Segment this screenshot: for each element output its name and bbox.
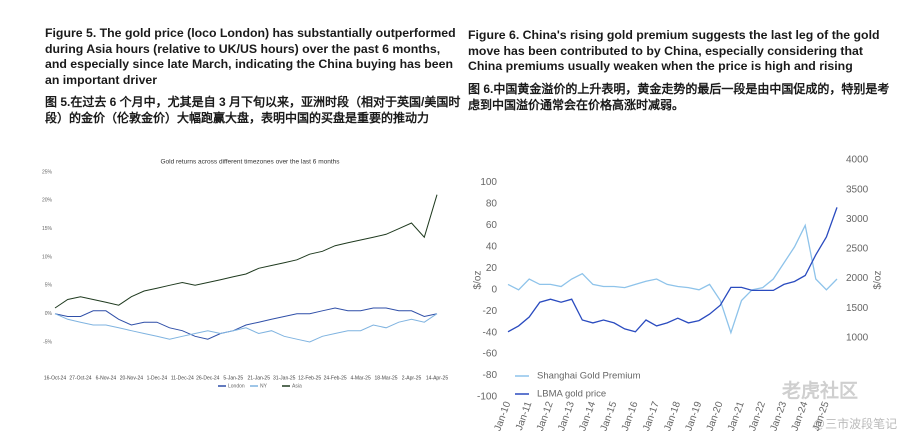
series-line <box>507 223 838 335</box>
x-tick-label: 31-Jan-25 <box>273 375 296 381</box>
y2-axis-label: $/oz <box>873 271 884 290</box>
y-tick-label: 25% <box>42 169 53 175</box>
x-tick-label: 21-Jan-25 <box>247 375 270 381</box>
x-tick-label: Jan-20 <box>705 400 726 433</box>
x-tick-label: Jan-15 <box>599 400 620 433</box>
y2-tick-label: 2000 <box>846 273 869 284</box>
series-line <box>54 194 438 309</box>
y2-tick-label: 1000 <box>846 332 869 343</box>
legend-label: NY <box>260 383 268 389</box>
x-tick-label: 11-Dec-24 <box>171 375 194 381</box>
y-tick-label: 0 <box>491 284 497 295</box>
x-tick-label: 14-Apr-25 <box>426 375 448 381</box>
chart-title: Gold returns across different timezones … <box>160 159 340 166</box>
x-tick-label: Jan-22 <box>747 400 768 433</box>
y-tick-label: 20 <box>486 263 498 274</box>
x-tick-label: Jan-14 <box>577 400 598 433</box>
series-line <box>54 307 438 340</box>
y-tick-label: -20 <box>483 306 498 317</box>
x-tick-label: Jan-10 <box>493 400 514 433</box>
x-tick-label: Jan-18 <box>662 400 683 433</box>
legend-label: Asia <box>292 383 302 389</box>
x-tick-label: 5-Jan-25 <box>223 375 243 381</box>
y-tick-label: 100 <box>480 177 497 188</box>
y-tick-label: 5% <box>45 283 53 289</box>
y-axis-label: $/oz <box>473 271 484 290</box>
x-tick-label: Jan-13 <box>556 400 577 433</box>
y-tick-label: -100 <box>477 392 497 403</box>
y-tick-label: 20% <box>42 198 53 204</box>
y-tick-label: 80 <box>486 199 498 210</box>
y2-tick-label: 4000 <box>846 155 869 166</box>
y-tick-label: 15% <box>42 226 53 232</box>
x-tick-label: 2-Apr-25 <box>402 375 422 381</box>
x-tick-label: 18-Mar-25 <box>375 375 398 381</box>
watermark: 老虎社区 <box>782 379 858 402</box>
x-tick-label: Jan-12 <box>535 400 556 433</box>
x-tick-label: Jan-16 <box>620 400 641 433</box>
x-tick-label: 4-Mar-25 <box>350 375 371 381</box>
caption-cn: 图 5.在过去 6 个月中，尤其是自 3 月下旬以来，亚洲时段（相对于英国/美国… <box>45 95 461 125</box>
x-tick-label: 1-Dec-24 <box>147 375 168 381</box>
y2-tick-label: 1500 <box>846 303 869 314</box>
caption: Figure 5. The gold price (loco London) h… <box>45 26 456 87</box>
y2-tick-label: 2500 <box>846 244 869 255</box>
x-tick-label: Jan-17 <box>641 400 662 433</box>
x-tick-label: Jan-19 <box>684 400 705 433</box>
x-tick-label: 26-Dec-24 <box>196 375 220 381</box>
y2-tick-label: 3000 <box>846 214 869 225</box>
series-line <box>507 207 838 333</box>
x-tick-label: Jan-24 <box>790 400 811 433</box>
caption: Figure 6. China's rising gold premium su… <box>468 28 880 73</box>
legend-label: Shanghai Gold Premium <box>537 371 641 382</box>
y-tick-label: 60 <box>486 220 498 231</box>
legend-label: LBMA gold price <box>537 389 606 400</box>
watermark: @三市波段笔记 <box>813 416 897 431</box>
x-tick-label: 20-Nov-24 <box>120 375 144 381</box>
x-tick-label: 24-Feb-25 <box>324 375 347 381</box>
x-tick-label: Jan-11 <box>514 400 535 432</box>
x-tick-label: 12-Feb-25 <box>298 375 321 381</box>
x-tick-label: 16-Oct-24 <box>44 375 66 381</box>
x-tick-label: 6-Nov-24 <box>96 375 117 381</box>
y-tick-label: 10% <box>42 254 53 260</box>
series-line <box>54 313 438 343</box>
x-tick-label: Jan-21 <box>726 400 747 433</box>
y-tick-label: -60 <box>483 349 498 360</box>
y-tick-label: -5% <box>43 339 52 345</box>
x-tick-label: Jan-23 <box>768 400 789 433</box>
y-tick-label: -80 <box>483 370 498 381</box>
y-tick-label: 40 <box>486 242 498 253</box>
caption-cn: 图 6.中国黄金溢价的上升表明，黄金走势的最后一段是由中国促成的，特别是考虑到中… <box>468 82 890 112</box>
legend-label: London <box>228 383 245 389</box>
x-tick-label: 27-Oct-24 <box>69 375 91 381</box>
y2-tick-label: 3500 <box>846 184 869 195</box>
y-tick-label: -40 <box>483 327 498 338</box>
y-tick-label: 0% <box>45 311 53 317</box>
